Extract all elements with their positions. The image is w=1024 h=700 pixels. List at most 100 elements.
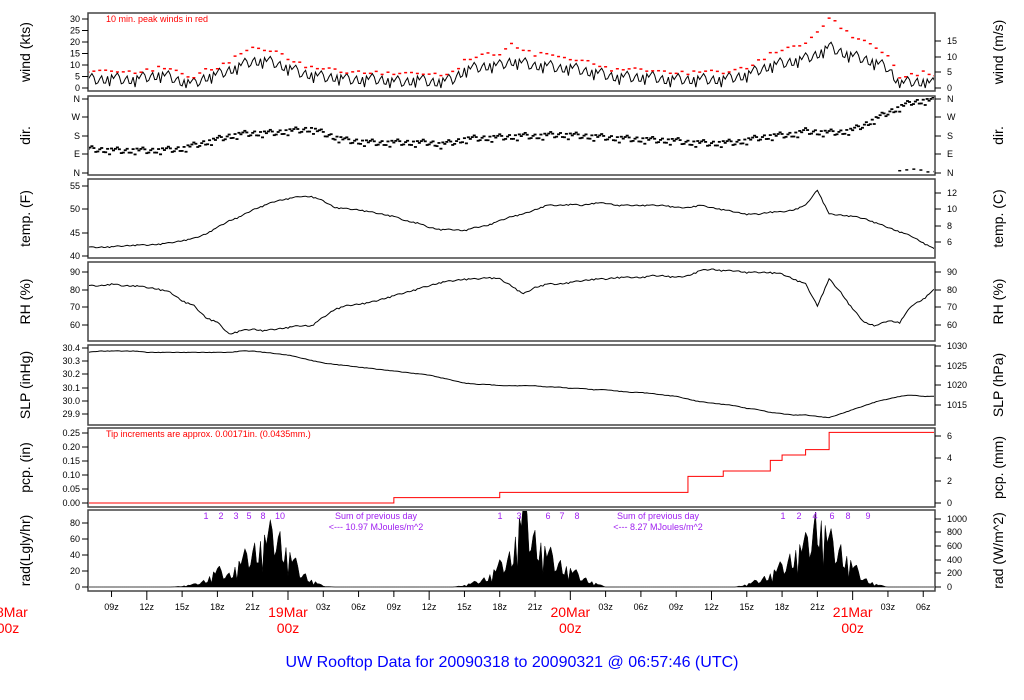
day-label: 19Mar bbox=[268, 604, 308, 620]
day-time-label: 00z bbox=[841, 620, 864, 636]
y-tick-label: S bbox=[74, 131, 80, 141]
y-tick-label: 29.9 bbox=[62, 409, 80, 419]
hour-mark: 1 bbox=[497, 511, 502, 521]
y-tick-label: 90 bbox=[70, 267, 80, 277]
y-tick-label: 15 bbox=[70, 49, 80, 59]
y-axis-label-right: RH (%) bbox=[990, 279, 1006, 325]
panel-annotation: Tip increments are approx. 0.00171in. (0… bbox=[106, 429, 311, 439]
y-tick-label: 55 bbox=[70, 181, 80, 191]
hour-mark: 5 bbox=[246, 511, 251, 521]
y-tick-label: 30.1 bbox=[62, 383, 80, 393]
panel-slp: 29.9 30.0 30.1 30.2 30.3 30.4 1015 1020 1025 1030… bbox=[17, 341, 1006, 426]
y-tick-label: 20 bbox=[70, 566, 80, 576]
y-tick-label-right: 800 bbox=[947, 527, 962, 537]
y-tick-label-right: 5 bbox=[947, 67, 952, 77]
x-tick-label: 09z bbox=[669, 602, 684, 612]
y-tick-label-right: N bbox=[947, 168, 954, 178]
hour-mark: 10 bbox=[275, 511, 285, 521]
y-tick-label-right: 70 bbox=[947, 302, 957, 312]
y-tick-label: N bbox=[74, 168, 81, 178]
panel-temp: 40 45 50 55 6 8 10 12 temp. (F) temp. (C) bbox=[17, 178, 1006, 261]
y-tick-label: 10 bbox=[70, 60, 80, 70]
y-tick-label: 30 bbox=[70, 14, 80, 24]
y-tick-label-right: 400 bbox=[947, 555, 962, 565]
x-tick-label: 18z bbox=[210, 602, 225, 612]
day-label: 20Mar bbox=[550, 604, 590, 620]
y-tick-label-right: 80 bbox=[947, 285, 957, 295]
y-axis-label-right: pcp. (mm) bbox=[990, 436, 1006, 499]
series-group bbox=[89, 17, 934, 89]
panel-rh: 60 70 80 90 60 70 80 90 RH (%) RH (%) bbox=[17, 261, 1006, 342]
hour-mark: 8 bbox=[260, 511, 265, 521]
y-tick-label-right: N bbox=[947, 94, 954, 104]
series-precipitation bbox=[89, 431, 934, 504]
series-group bbox=[89, 511, 934, 588]
panel-frame bbox=[87, 509, 936, 592]
y-tick-label-right: 6 bbox=[947, 431, 952, 441]
y-tick-label: 50 bbox=[70, 204, 80, 214]
x-tick-label: 15z bbox=[457, 602, 472, 612]
y-axis-label-right: wind (m/s) bbox=[990, 20, 1006, 86]
series-group bbox=[89, 350, 934, 419]
y-axis-label-right: dir. bbox=[990, 126, 1006, 145]
x-tick-label: 09z bbox=[104, 602, 119, 612]
y-tick-label: 30.0 bbox=[62, 396, 80, 406]
x-tick-label: 03z bbox=[316, 602, 331, 612]
x-tick-label: 21z bbox=[810, 602, 825, 612]
y-tick-label: 20 bbox=[70, 37, 80, 47]
day-time-label: 00z bbox=[277, 620, 300, 636]
daily-sum-label: Sum of previous day bbox=[335, 511, 418, 521]
y-axis-label-right: SLP (hPa) bbox=[990, 353, 1006, 417]
x-tick-label: 09z bbox=[387, 602, 402, 612]
hour-mark: 4 bbox=[812, 511, 817, 521]
panel-frame bbox=[87, 427, 936, 508]
y-tick-label-right: 0 bbox=[947, 83, 952, 93]
y-axis-label: dir. bbox=[17, 126, 33, 145]
x-tick-label: 18z bbox=[775, 602, 790, 612]
series-radiation bbox=[89, 511, 934, 588]
series-rh bbox=[89, 268, 934, 335]
y-tick-label-right: 1015 bbox=[947, 400, 967, 410]
y-tick-label: 30.3 bbox=[62, 356, 80, 366]
x-tick-label: 12z bbox=[422, 602, 437, 612]
chart-title: UW Rooftop Data for 20090318 to 20090321… bbox=[286, 654, 739, 671]
y-tick-label: 80 bbox=[70, 285, 80, 295]
y-tick-label-right: 4 bbox=[947, 453, 952, 463]
daily-sum-label: Sum of previous day bbox=[617, 511, 700, 521]
day-time-label: 00z bbox=[0, 620, 19, 636]
y-tick-label: 0.05 bbox=[62, 484, 80, 494]
daily-sum-value: <--- 10.97 MJoules/m^2 bbox=[329, 522, 424, 532]
x-tick-label: 12z bbox=[704, 602, 719, 612]
y-tick-label: 40 bbox=[70, 550, 80, 560]
y-tick-label: 70 bbox=[70, 302, 80, 312]
y-tick-label: 30.4 bbox=[62, 343, 80, 353]
day-time-label: 00z bbox=[559, 620, 582, 636]
x-tick-label: 21z bbox=[528, 602, 543, 612]
panel-frame bbox=[87, 95, 936, 176]
y-tick-label: 80 bbox=[70, 518, 80, 528]
x-tick-label: 06z bbox=[634, 602, 649, 612]
hour-mark: 6 bbox=[545, 511, 550, 521]
y-tick-label-right: W bbox=[947, 112, 956, 122]
y-tick-label-right: 8 bbox=[947, 221, 952, 231]
hour-mark: 8 bbox=[845, 511, 850, 521]
y-tick-label-right: 90 bbox=[947, 267, 957, 277]
y-tick-label-right: 1000 bbox=[947, 514, 967, 524]
panel-annotation: 10 min. peak winds in red bbox=[106, 14, 208, 24]
y-tick-label: 45 bbox=[70, 228, 80, 238]
y-axis-label: pcp. (in) bbox=[17, 442, 33, 493]
y-tick-label-right: 15 bbox=[947, 36, 957, 46]
y-tick-label-right: 600 bbox=[947, 541, 962, 551]
panel-frame bbox=[87, 178, 936, 259]
y-tick-label-right: 6 bbox=[947, 237, 952, 247]
y-tick-label-right: 10 bbox=[947, 52, 957, 62]
y-tick-label: 0 bbox=[75, 83, 80, 93]
y-tick-label: 25 bbox=[70, 26, 80, 36]
x-tick-label: 15z bbox=[740, 602, 755, 612]
panel-pcp: 0.00 0.05 0.10 0.15 0.20 0.25 0 2 4 6 pcp. (in) pcp… bbox=[17, 427, 1006, 508]
y-tick-label: N bbox=[74, 94, 81, 104]
y-tick-label-right: 12 bbox=[947, 188, 957, 198]
y-axis-label: wind (kts) bbox=[17, 22, 33, 83]
